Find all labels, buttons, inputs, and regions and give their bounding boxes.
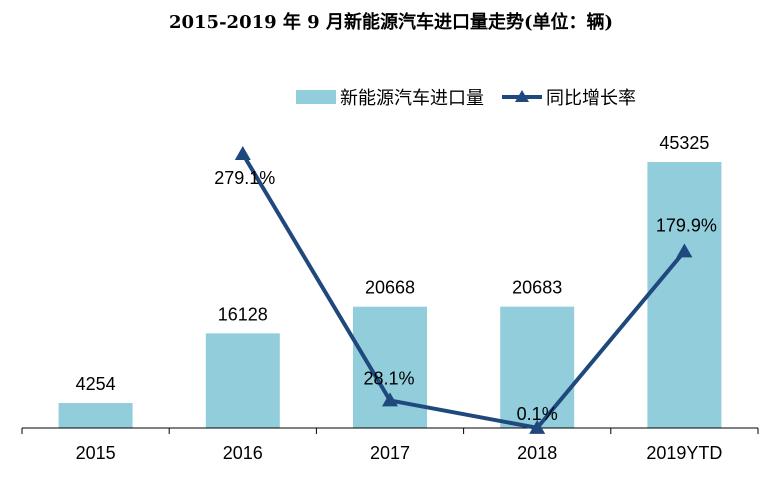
- growth-label-2016: 279.1%: [214, 168, 275, 188]
- growth-marker-2017: [382, 392, 398, 407]
- x-tick-label-2016: 2016: [223, 443, 263, 463]
- growth-rate-line: [241, 152, 686, 430]
- growth-marker-2019YTD: [676, 243, 693, 258]
- legend-item-imports: 新能源汽车进口量: [296, 84, 484, 110]
- bar-label-2015: 4254: [76, 374, 116, 394]
- bar-2019YTD: [647, 162, 722, 428]
- legend-line-swatch: [502, 90, 542, 102]
- bar-2018: [500, 306, 575, 428]
- growth-label-2019YTD: 179.9%: [656, 215, 717, 235]
- x-tick-label-2017: 2017: [370, 443, 410, 463]
- growth-label-2018: 0.1%: [517, 404, 558, 424]
- legend-item-growth: 同比增长率: [502, 84, 636, 110]
- x-tick-label-2019YTD: 2019YTD: [646, 443, 722, 463]
- bar-label-2017: 20668: [365, 278, 415, 298]
- growth-marker-2016: [234, 146, 251, 160]
- growth-label-2017: 28.1%: [363, 368, 414, 388]
- growth-marker-2018: [529, 419, 546, 434]
- bar-2017: [353, 306, 427, 428]
- bar-label-2018: 20683: [512, 278, 562, 298]
- chart-title: 2015-2019 年 9 月新能源汽车进口量走势(单位：辆): [168, 12, 614, 33]
- legend-bar-swatch: [296, 90, 336, 104]
- x-tick-label-2018: 2018: [517, 443, 557, 463]
- chart-legend: 新能源汽车进口量 同比增长率: [296, 84, 654, 110]
- legend-label-imports: 新能源汽车进口量: [340, 88, 484, 109]
- bar-2015: [58, 403, 133, 428]
- legend-label-growth: 同比增长率: [546, 88, 636, 109]
- bar-label-2019YTD: 45325: [659, 133, 709, 153]
- x-tick-label-2015: 2015: [76, 443, 116, 463]
- bar-2016: [205, 333, 280, 428]
- bar-label-2016: 16128: [218, 304, 268, 324]
